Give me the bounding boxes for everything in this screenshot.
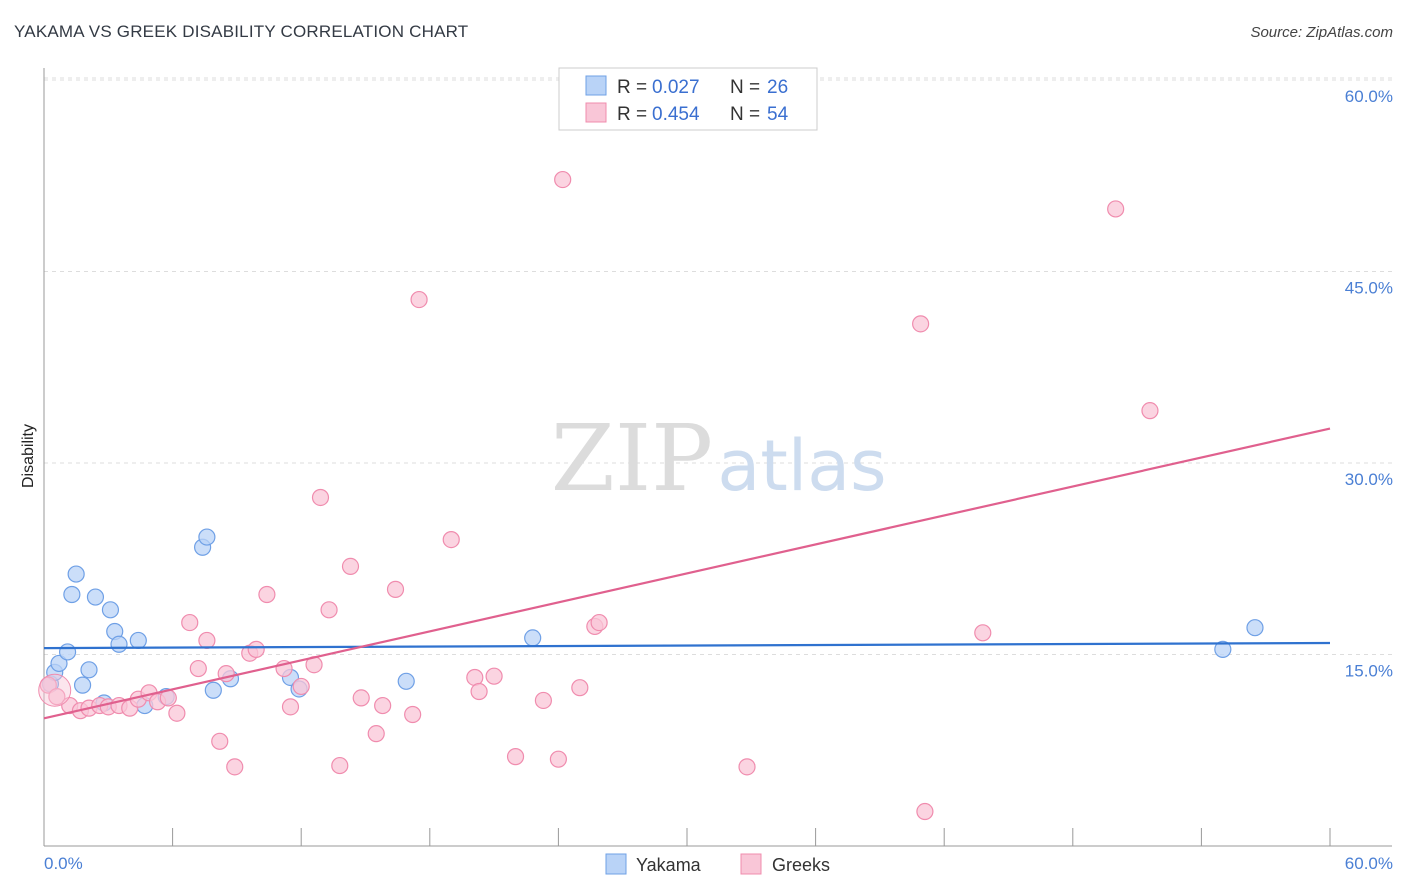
series-legend-label-greeks: Greeks xyxy=(772,855,830,875)
point-greeks xyxy=(549,750,568,768)
point-yakama xyxy=(204,681,222,699)
point-greeks xyxy=(198,631,216,650)
point-yakama xyxy=(80,661,98,679)
point-greeks xyxy=(292,677,310,696)
point-greeks xyxy=(1141,402,1159,420)
correlation-legend: R = 0.027 N = 26 R = 0.454 N = 54 xyxy=(558,67,818,131)
chart-title: YAKAMA VS GREEK DISABILITY CORRELATION C… xyxy=(14,22,469,41)
y-tick-label: 45.0% xyxy=(1345,279,1393,298)
point-greeks xyxy=(404,705,422,724)
point-yakama xyxy=(110,635,128,653)
x-tick-label-right: 60.0% xyxy=(1345,854,1393,873)
point-greeks xyxy=(738,758,756,776)
point-greeks xyxy=(912,315,930,333)
point-greeks-cluster xyxy=(38,673,72,707)
point-greeks xyxy=(281,698,300,716)
legend-n-label-yakama: N = xyxy=(730,77,760,98)
trend-line-greeks xyxy=(43,427,1331,720)
point-yakama xyxy=(1246,619,1264,637)
series-legend-label-yakama: Yakama xyxy=(636,855,702,875)
point-greeks xyxy=(590,613,608,632)
y-tick-label: 15.0% xyxy=(1345,662,1393,681)
point-greeks xyxy=(311,488,330,507)
point-greeks xyxy=(168,704,186,722)
point-yakama xyxy=(86,588,105,606)
point-greeks xyxy=(320,601,338,619)
legend-r-label-greeks: R = xyxy=(617,104,647,125)
series-legend-swatch-yakama xyxy=(605,853,627,875)
point-greeks xyxy=(181,613,199,632)
point-greeks xyxy=(485,667,503,685)
grid xyxy=(44,77,1392,655)
point-yakama xyxy=(1214,640,1232,658)
point-greeks xyxy=(386,580,405,598)
y-tick-labels: 15.0% 30.0% 45.0% 60.0% xyxy=(1345,87,1393,681)
point-yakama xyxy=(524,629,542,647)
legend-n-value-greeks: 54 xyxy=(767,104,789,125)
series-legend: Yakama Greeks xyxy=(605,853,830,875)
point-greeks xyxy=(974,624,992,642)
point-yakama xyxy=(63,585,81,604)
legend-swatch-yakama xyxy=(585,75,607,96)
legend-r-value-greeks: 0.454 xyxy=(652,104,700,125)
y-tick-label: 30.0% xyxy=(1345,470,1393,489)
trend-line-yakama xyxy=(43,641,1331,650)
point-yakama xyxy=(198,528,216,546)
point-yakama xyxy=(67,565,85,583)
point-yakama xyxy=(50,654,68,673)
x-tick-label-left: 0.0% xyxy=(44,854,83,873)
point-yakama xyxy=(397,672,415,690)
point-yakama xyxy=(101,601,120,619)
point-greeks xyxy=(226,758,244,776)
watermark-zip: ZIP xyxy=(551,405,713,512)
point-greeks xyxy=(554,170,572,189)
point-greeks xyxy=(341,557,360,576)
point-yakama xyxy=(129,631,147,650)
watermark-atlas: atlas xyxy=(717,425,886,507)
point-greeks xyxy=(211,732,229,750)
y-tick-label: 60.0% xyxy=(1345,87,1393,106)
point-yakama xyxy=(58,643,77,661)
point-yakama xyxy=(73,676,92,694)
point-greeks xyxy=(258,585,276,604)
point-greeks xyxy=(442,530,460,549)
point-greeks xyxy=(410,290,428,309)
point-greeks xyxy=(331,756,349,775)
point-greeks xyxy=(374,696,392,715)
point-greeks xyxy=(247,640,265,658)
point-greeks xyxy=(39,676,57,694)
y-axis-label: Disability xyxy=(20,424,37,488)
legend-r-value-yakama: 0.027 xyxy=(652,77,700,98)
trend-lines xyxy=(43,427,1331,720)
point-greeks xyxy=(367,725,385,743)
series-legend-swatch-greeks xyxy=(740,853,762,875)
point-greeks xyxy=(470,682,488,701)
point-greeks xyxy=(48,688,66,706)
legend-n-value-yakama: 26 xyxy=(767,77,788,98)
point-greeks xyxy=(571,679,589,697)
point-greeks xyxy=(352,689,370,707)
legend-r-label-yakama: R = xyxy=(617,77,647,98)
legend-swatch-greeks xyxy=(585,102,607,123)
point-greeks xyxy=(534,691,552,710)
point-greeks xyxy=(1107,200,1125,218)
axes xyxy=(43,68,1392,847)
legend-n-label-greeks: N = xyxy=(730,104,760,125)
point-greeks xyxy=(189,659,207,678)
x-ticks xyxy=(43,828,1331,846)
source-note: Source: ZipAtlas.com xyxy=(1250,24,1393,41)
point-greeks xyxy=(506,748,525,766)
point-greeks xyxy=(916,802,934,821)
